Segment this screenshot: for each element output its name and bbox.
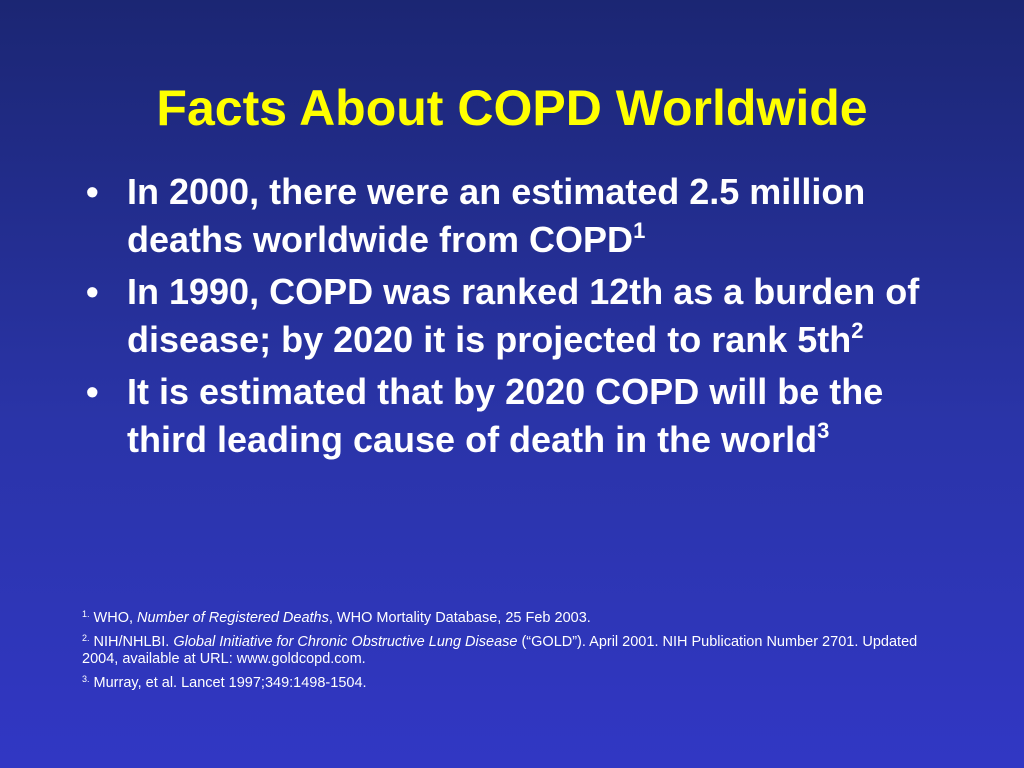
reference-title: Number of Registered Deaths: [137, 610, 329, 626]
bullet-list: In 2000, there were an estimated 2.5 mil…: [84, 168, 944, 468]
references: 1. WHO, Number of Registered Deaths, WHO…: [82, 610, 942, 699]
bullet-item: It is estimated that by 2020 COPD will b…: [84, 368, 944, 464]
reference-number: 3.: [82, 674, 90, 684]
bullet-item: In 2000, there were an estimated 2.5 mil…: [84, 168, 944, 264]
reference-text: NIH/NHLBI.: [89, 634, 174, 650]
bullet-item: In 1990, COPD was ranked 12th as a burde…: [84, 268, 944, 364]
bullet-text: In 1990, COPD was ranked 12th as a burde…: [127, 271, 920, 360]
reference-text: , WHO Mortality Database, 25 Feb 2003.: [328, 610, 591, 626]
citation-superscript: 1: [633, 218, 646, 243]
slide-title: Facts About COPD Worldwide: [156, 80, 868, 136]
reference-item: 3. Murray, et al. Lancet 1997;349:1498-1…: [82, 675, 942, 692]
reference-text: (“GOLD”). April 2001. NIH Publication Nu…: [82, 634, 918, 667]
reference-number: 2.: [82, 633, 90, 643]
bullet-text: In 2000, there were an estimated 2.5 mil…: [127, 171, 866, 260]
reference-text: WHO,: [89, 610, 138, 626]
reference-title: Global Initiative for Chronic Obstructiv…: [173, 634, 518, 650]
reference-text: Murray, et al. Lancet 1997;349:1498-1504…: [89, 675, 367, 691]
citation-superscript: 2: [851, 318, 864, 343]
reference-number: 1.: [82, 609, 90, 619]
reference-item: 2. NIH/NHLBI. Global Initiative for Chro…: [82, 634, 942, 668]
citation-superscript: 3: [817, 418, 830, 443]
bullet-text: It is estimated that by 2020 COPD will b…: [127, 371, 884, 460]
reference-item: 1. WHO, Number of Registered Deaths, WHO…: [82, 610, 942, 627]
